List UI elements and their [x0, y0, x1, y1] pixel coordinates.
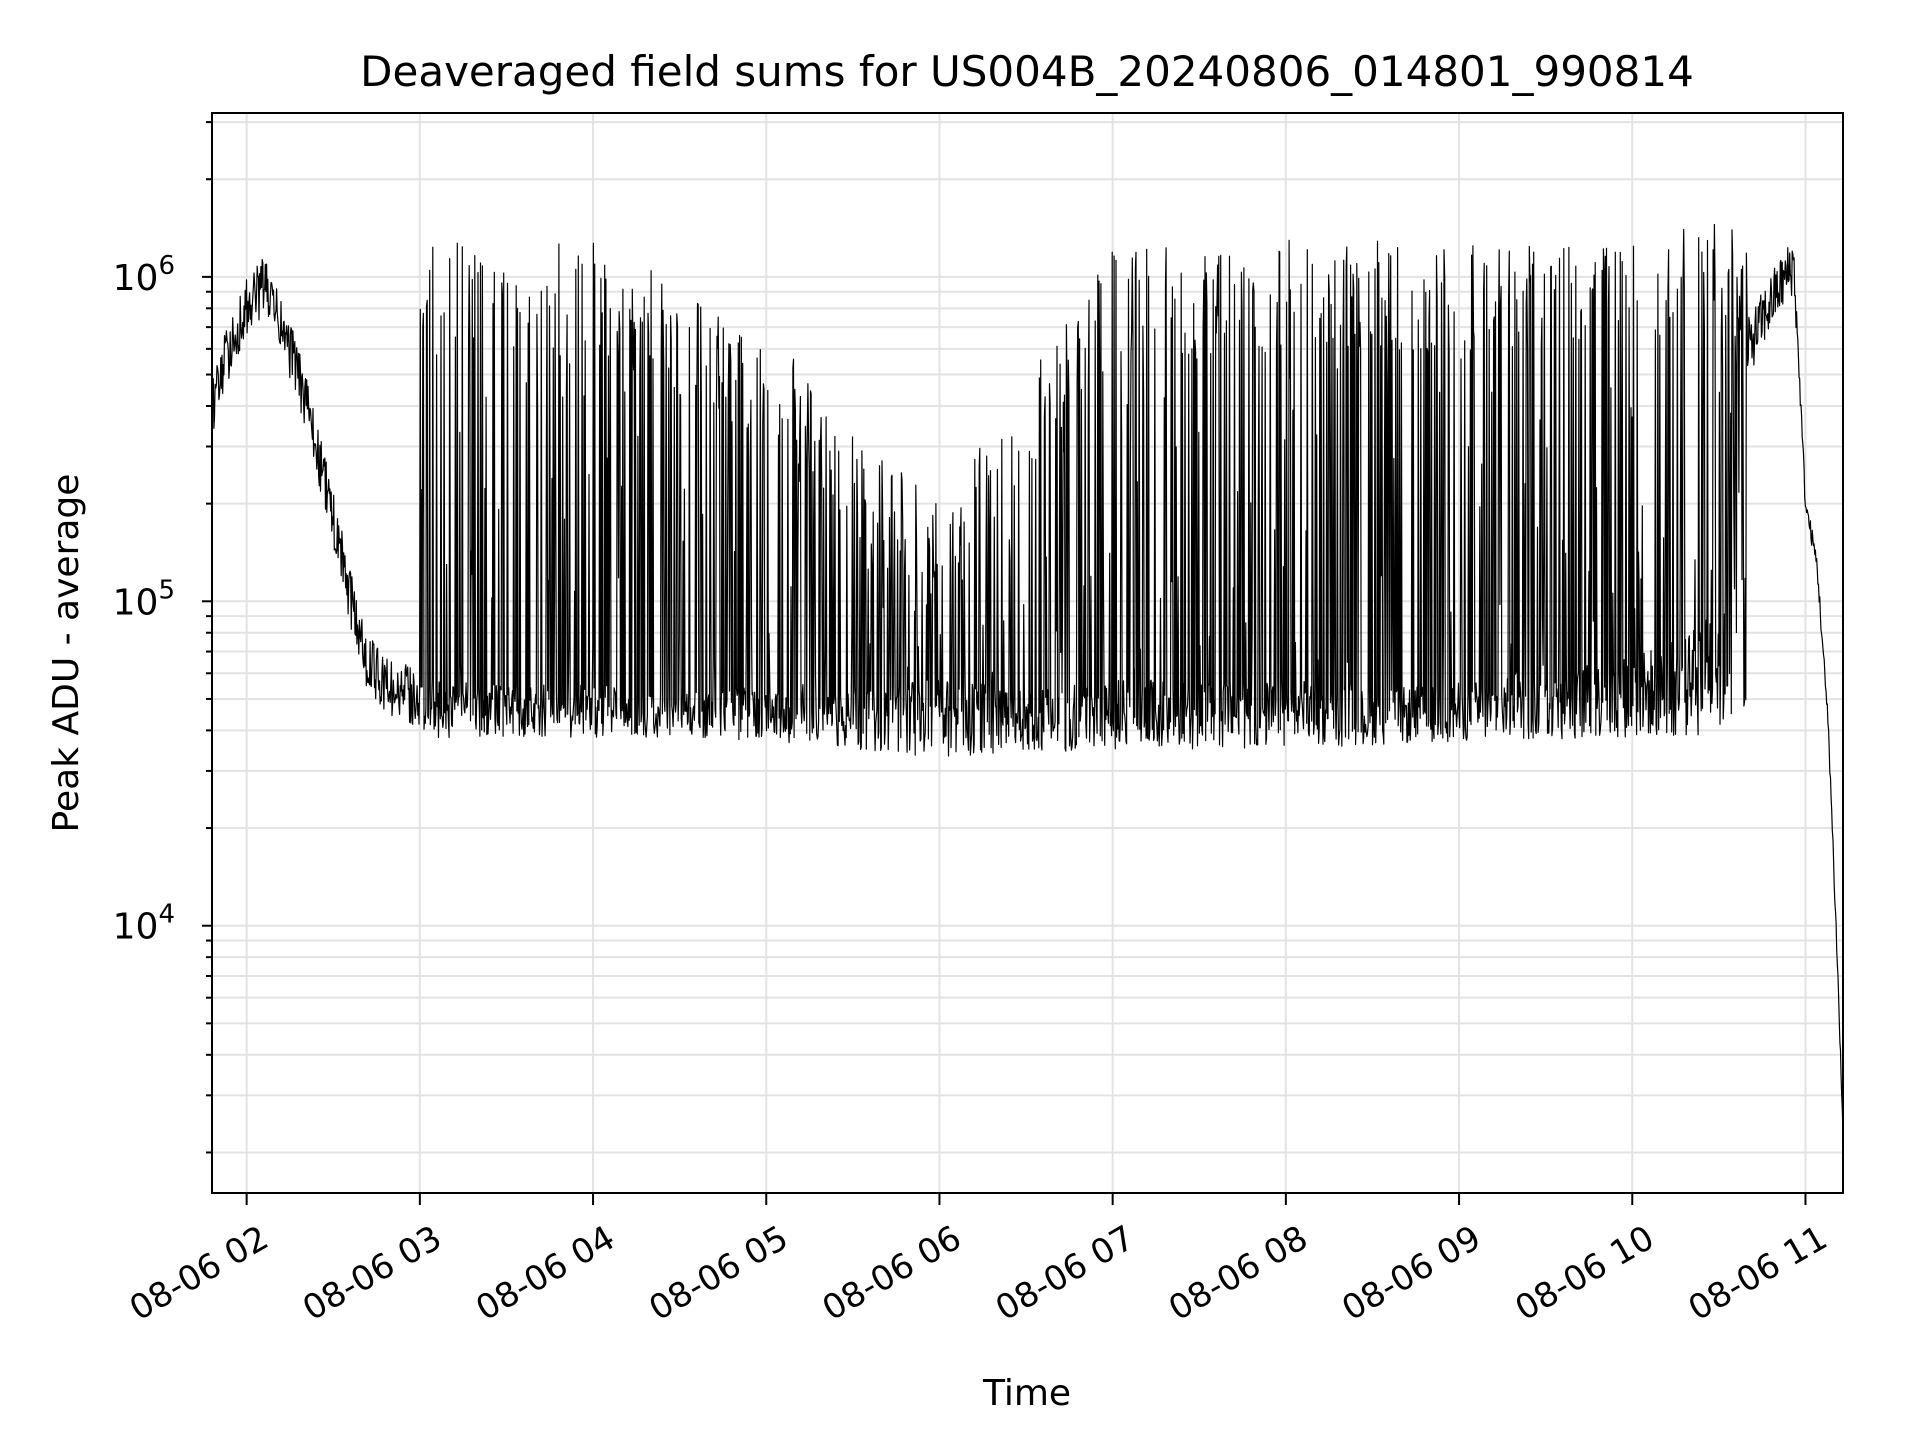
plot-frame	[211, 112, 1844, 1194]
x-axis-label: Time	[982, 1373, 1071, 1414]
data-series	[211, 223, 1844, 1137]
y-tick-exponent: 4	[158, 900, 175, 930]
chart-title: Deaveraged field sums for US004B_2024080…	[360, 47, 1694, 96]
y-tick-base: 10	[113, 258, 159, 299]
y-axis-label: Peak ADU - average	[46, 474, 87, 833]
y-tick-exponent: 6	[158, 251, 175, 281]
y-tick-label: 105	[113, 575, 175, 623]
y-tick-base: 10	[113, 907, 159, 948]
y-tick-label: 106	[113, 251, 175, 299]
y-tick-base: 10	[113, 582, 159, 623]
y-tick-exponent: 5	[158, 575, 175, 605]
y-tick-label: 104	[113, 900, 175, 948]
series-line	[211, 223, 1844, 1137]
